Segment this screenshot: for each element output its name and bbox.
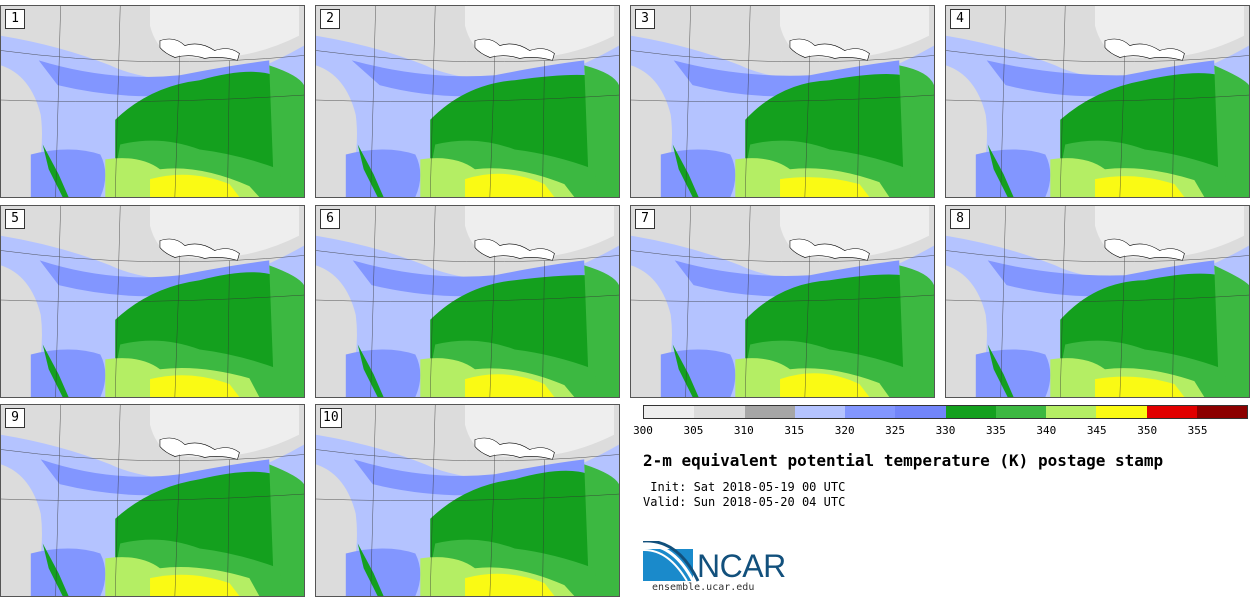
panel-number-label: 5 <box>5 209 25 229</box>
colorbar-tick-355: 355 <box>1187 424 1208 437</box>
colorbar-segment-7 <box>945 406 996 418</box>
colorbar-segment-11 <box>1146 406 1197 418</box>
colorbar-segment-3 <box>744 406 795 418</box>
panel-number-label: 3 <box>635 9 655 29</box>
colorbar-tick-325: 325 <box>885 424 906 437</box>
plot-title: 2-m equivalent potential temperature (K)… <box>643 451 1164 470</box>
panel-number-label: 10 <box>320 408 342 428</box>
colorbar-segment-6 <box>895 406 946 418</box>
ensemble-member-1-map: 1 <box>0 5 305 198</box>
ensemble-member-4-map: 4 <box>945 5 1250 198</box>
panel-number-label: 2 <box>320 9 340 29</box>
run-times: Init: Sat 2018-05-19 00 UTC Valid: Sun 2… <box>643 480 845 510</box>
ensemble-member-5-map: 5 <box>0 205 305 398</box>
ncar-logo-icon <box>643 541 700 582</box>
ensemble-member-9-map: 9 <box>0 404 305 597</box>
ensemble-member-8-map: 8 <box>945 205 1250 398</box>
colorbar-tick-335: 335 <box>985 424 1006 437</box>
colorbar-segment-2 <box>694 406 745 418</box>
ensemble-member-2-map: 2 <box>315 5 620 198</box>
colorbar <box>643 405 1248 419</box>
ensemble-member-10-map: 10 <box>315 404 620 597</box>
colorbar-tick-340: 340 <box>1036 424 1057 437</box>
valid-time: Valid: Sun 2018-05-20 04 UTC <box>643 495 846 509</box>
source-url: ensemble.ucar.edu <box>652 582 755 593</box>
colorbar-tick-300: 300 <box>633 424 653 437</box>
colorbar-tick-305: 305 <box>683 424 704 437</box>
init-time: Init: Sat 2018-05-19 00 UTC <box>643 480 846 494</box>
colorbar-segment-10 <box>1096 406 1147 418</box>
panel-number-label: 7 <box>635 209 655 229</box>
colorbar-tick-315: 315 <box>784 424 805 437</box>
colorbar-segment-1 <box>644 406 695 418</box>
colorbar-segment-4 <box>794 406 845 418</box>
colorbar-tick-330: 330 <box>935 424 956 437</box>
colorbar-segment-12 <box>1196 406 1247 418</box>
ensemble-member-7-map: 7 <box>630 205 935 398</box>
colorbar-segment-5 <box>845 406 896 418</box>
panel-number-label: 1 <box>5 9 25 29</box>
colorbar-tick-320: 320 <box>834 424 855 437</box>
panel-number-label: 8 <box>950 209 970 229</box>
ncar-logo-text: NCAR <box>697 548 786 584</box>
colorbar-tick-310: 310 <box>733 424 754 437</box>
colorbar-segment-9 <box>1046 406 1097 418</box>
colorbar-tick-labels: 300 305 310 315 320 325 330 335 340 345 350 355 <box>633 424 1248 438</box>
ensemble-member-3-map: 3 <box>630 5 935 198</box>
colorbar-segment-8 <box>995 406 1046 418</box>
panel-number-label: 6 <box>320 209 340 229</box>
panel-number-label: 9 <box>5 408 25 428</box>
colorbar-tick-350: 350 <box>1137 424 1158 437</box>
colorbar-tick-345: 345 <box>1086 424 1107 437</box>
ensemble-member-6-map: 6 <box>315 205 620 398</box>
panel-number-label: 4 <box>950 9 970 29</box>
